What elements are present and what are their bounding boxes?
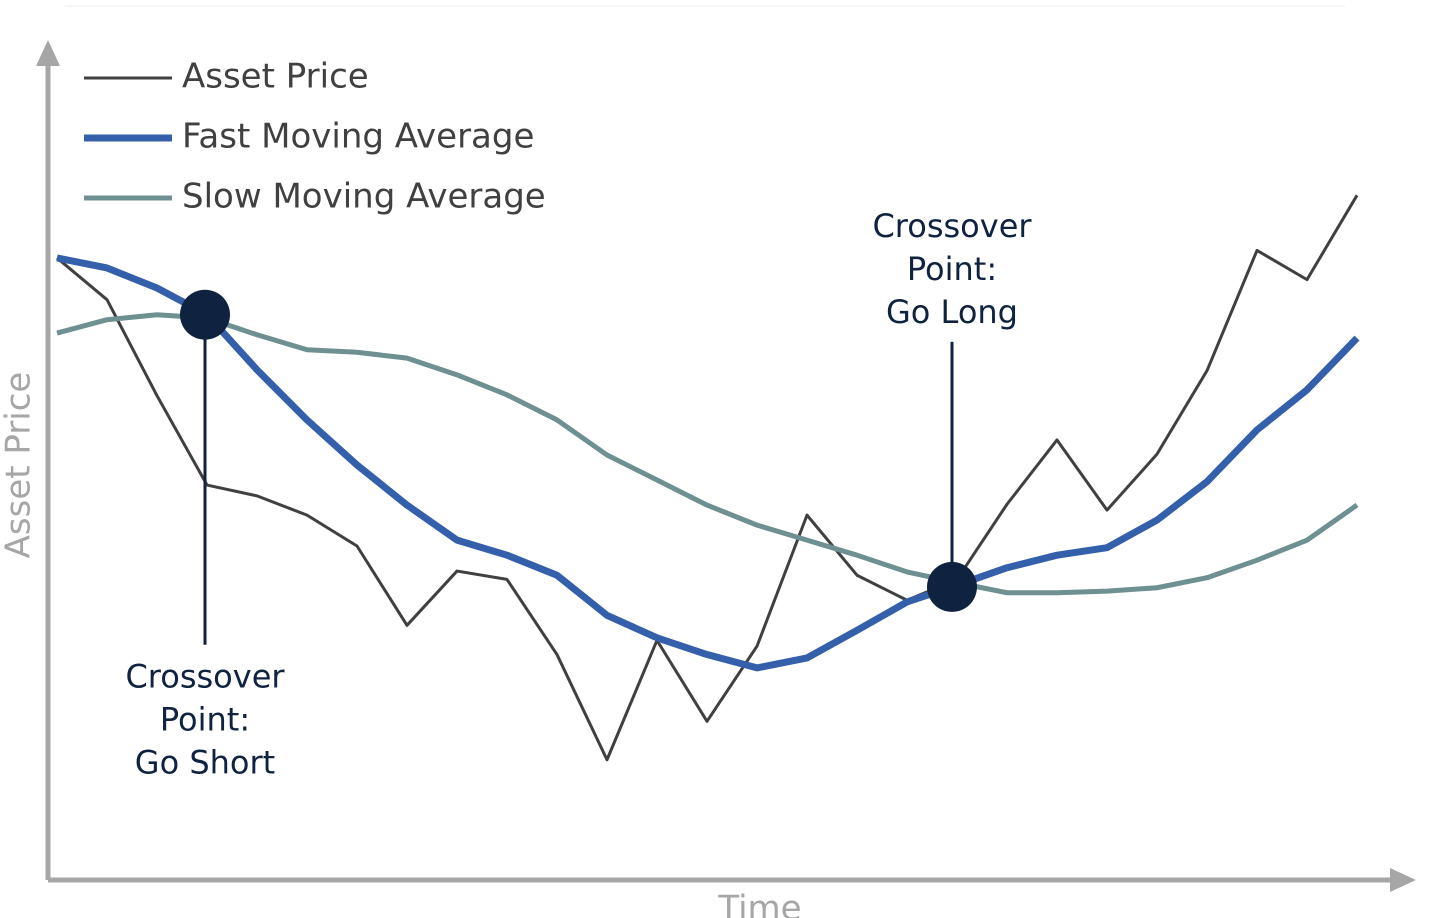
legend-label: Fast Moving Average (182, 117, 534, 157)
y-axis-arrow (36, 40, 60, 66)
series-line (56, 194, 1359, 762)
annotation-text: Crossover (872, 207, 1032, 245)
x-axis-label: Time (717, 889, 801, 918)
crossover-point (180, 289, 230, 340)
legend-label: Slow Moving Average (182, 177, 546, 217)
y-axis-label: Asset Price (0, 372, 39, 559)
x-axis-arrow (1390, 868, 1416, 892)
annotation-text: Go Short (135, 744, 275, 782)
series-line (56, 254, 1360, 672)
legend-label: Asset Price (182, 57, 369, 97)
crossover-point (927, 561, 977, 612)
annotation-text: Go Long (886, 293, 1018, 331)
annotation-text: Crossover (125, 658, 285, 696)
annotation-text: Point: (907, 250, 997, 288)
series-line (56, 312, 1359, 596)
annotation-text: Point: (160, 701, 250, 739)
